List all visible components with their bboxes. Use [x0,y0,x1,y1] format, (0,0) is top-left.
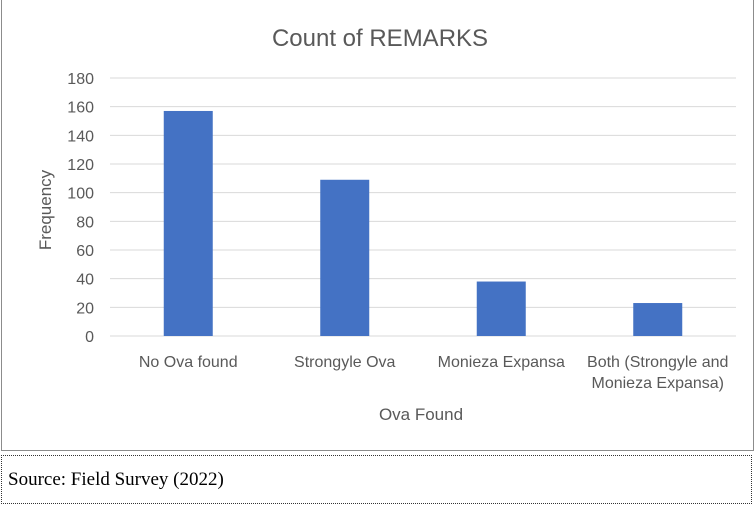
chart-title: Count of REMARKS [272,25,488,52]
bar [320,179,370,336]
chart-container: Count of REMARKS Frequency Ova Found 0 20… [1,0,754,451]
y-tick-label: 160 [67,100,94,117]
y-tick-label: 120 [67,157,94,174]
source-note-box: Source: Field Survey (2022) [1,455,752,504]
x-tick-label: Both (Strongyle and [587,354,728,371]
y-tick-label: 140 [67,128,94,145]
y-tick-label: 40 [76,272,94,289]
bar-chart: Count of REMARKS Frequency Ova Found 0 20… [36,25,736,424]
x-axis-label: Ova Found [379,405,463,424]
bar [633,303,683,336]
y-tick-label: 60 [76,243,94,260]
x-tick-label: No Ova found [139,354,238,371]
x-tick-label: Monieza Expansa) [591,375,724,392]
x-tick-label: Monieza Expansa [438,354,565,371]
y-tick-label: 180 [67,71,94,88]
bar [163,110,213,336]
source-note: Source: Field Survey (2022) [8,469,224,490]
bar [476,281,526,336]
y-axis-label: Frequency [36,169,55,250]
y-tick-label: 0 [85,329,94,346]
y-tick-label: 100 [67,186,94,203]
y-tick-label: 80 [76,214,94,231]
x-tick-label: Strongyle Ova [294,354,395,371]
y-tick-label: 20 [76,300,94,317]
